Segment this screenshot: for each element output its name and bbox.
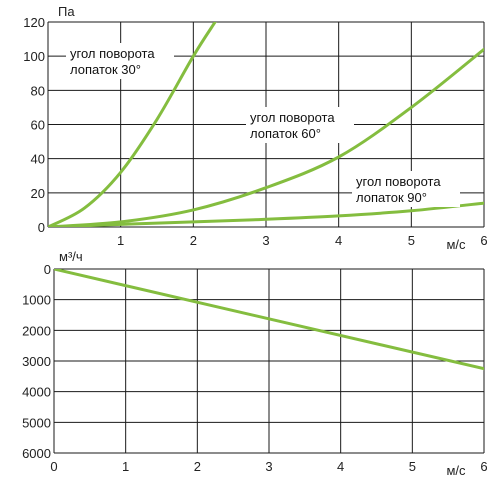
x-unit-label: м/с — [446, 463, 466, 478]
series-annotation: лопаток 60° — [250, 126, 321, 141]
y-tick-label: 2000 — [22, 323, 51, 338]
series-annotation: лопаток 90° — [356, 190, 427, 205]
y-tick-label: 20 — [31, 186, 45, 201]
y-tick-label: 0 — [44, 262, 51, 277]
x-tick-label: 6 — [480, 233, 487, 248]
series-annotation: угол поворота — [250, 110, 335, 125]
y-tick-label: 60 — [31, 118, 45, 133]
x-tick-label: 5 — [409, 459, 416, 474]
y-tick-label: 0 — [38, 220, 45, 235]
x-tick-label: 4 — [337, 459, 344, 474]
y-unit-label: Па — [58, 4, 75, 19]
y-tick-label: 6000 — [22, 446, 51, 461]
y-tick-label: 100 — [23, 49, 45, 64]
y-tick-label: 5000 — [22, 415, 51, 430]
x-tick-label: 3 — [262, 233, 269, 248]
x-tick-label: 2 — [190, 233, 197, 248]
y-unit-label: м³/ч — [59, 249, 83, 264]
y-tick-label: 4000 — [22, 385, 51, 400]
series-line — [48, 201, 484, 227]
x-tick-label: 1 — [122, 459, 129, 474]
y-tick-label: 120 — [23, 15, 45, 30]
annotation-background — [246, 107, 354, 143]
y-tick-label: 40 — [31, 152, 45, 167]
series-annotation: угол поворота — [70, 46, 155, 61]
series-annotation: угол поворота — [356, 174, 441, 189]
series-line — [48, 47, 484, 227]
x-unit-label: м/с — [446, 237, 466, 252]
y-tick-label: 1000 — [22, 293, 51, 308]
x-tick-label: 2 — [194, 459, 201, 474]
x-tick-label: 6 — [480, 459, 487, 474]
y-tick-label: 80 — [31, 83, 45, 98]
annotation-background — [352, 171, 460, 207]
x-tick-label: 4 — [335, 233, 342, 248]
y-tick-label: 3000 — [22, 354, 51, 369]
x-tick-label: 1 — [117, 233, 124, 248]
series-line — [54, 269, 484, 371]
x-tick-label: 5 — [408, 233, 415, 248]
annotation-background — [66, 43, 174, 79]
series-line — [48, 22, 217, 227]
x-tick-label: 0 — [50, 459, 57, 474]
series-annotation: лопаток 30° — [70, 62, 141, 77]
x-tick-label: 3 — [265, 459, 272, 474]
